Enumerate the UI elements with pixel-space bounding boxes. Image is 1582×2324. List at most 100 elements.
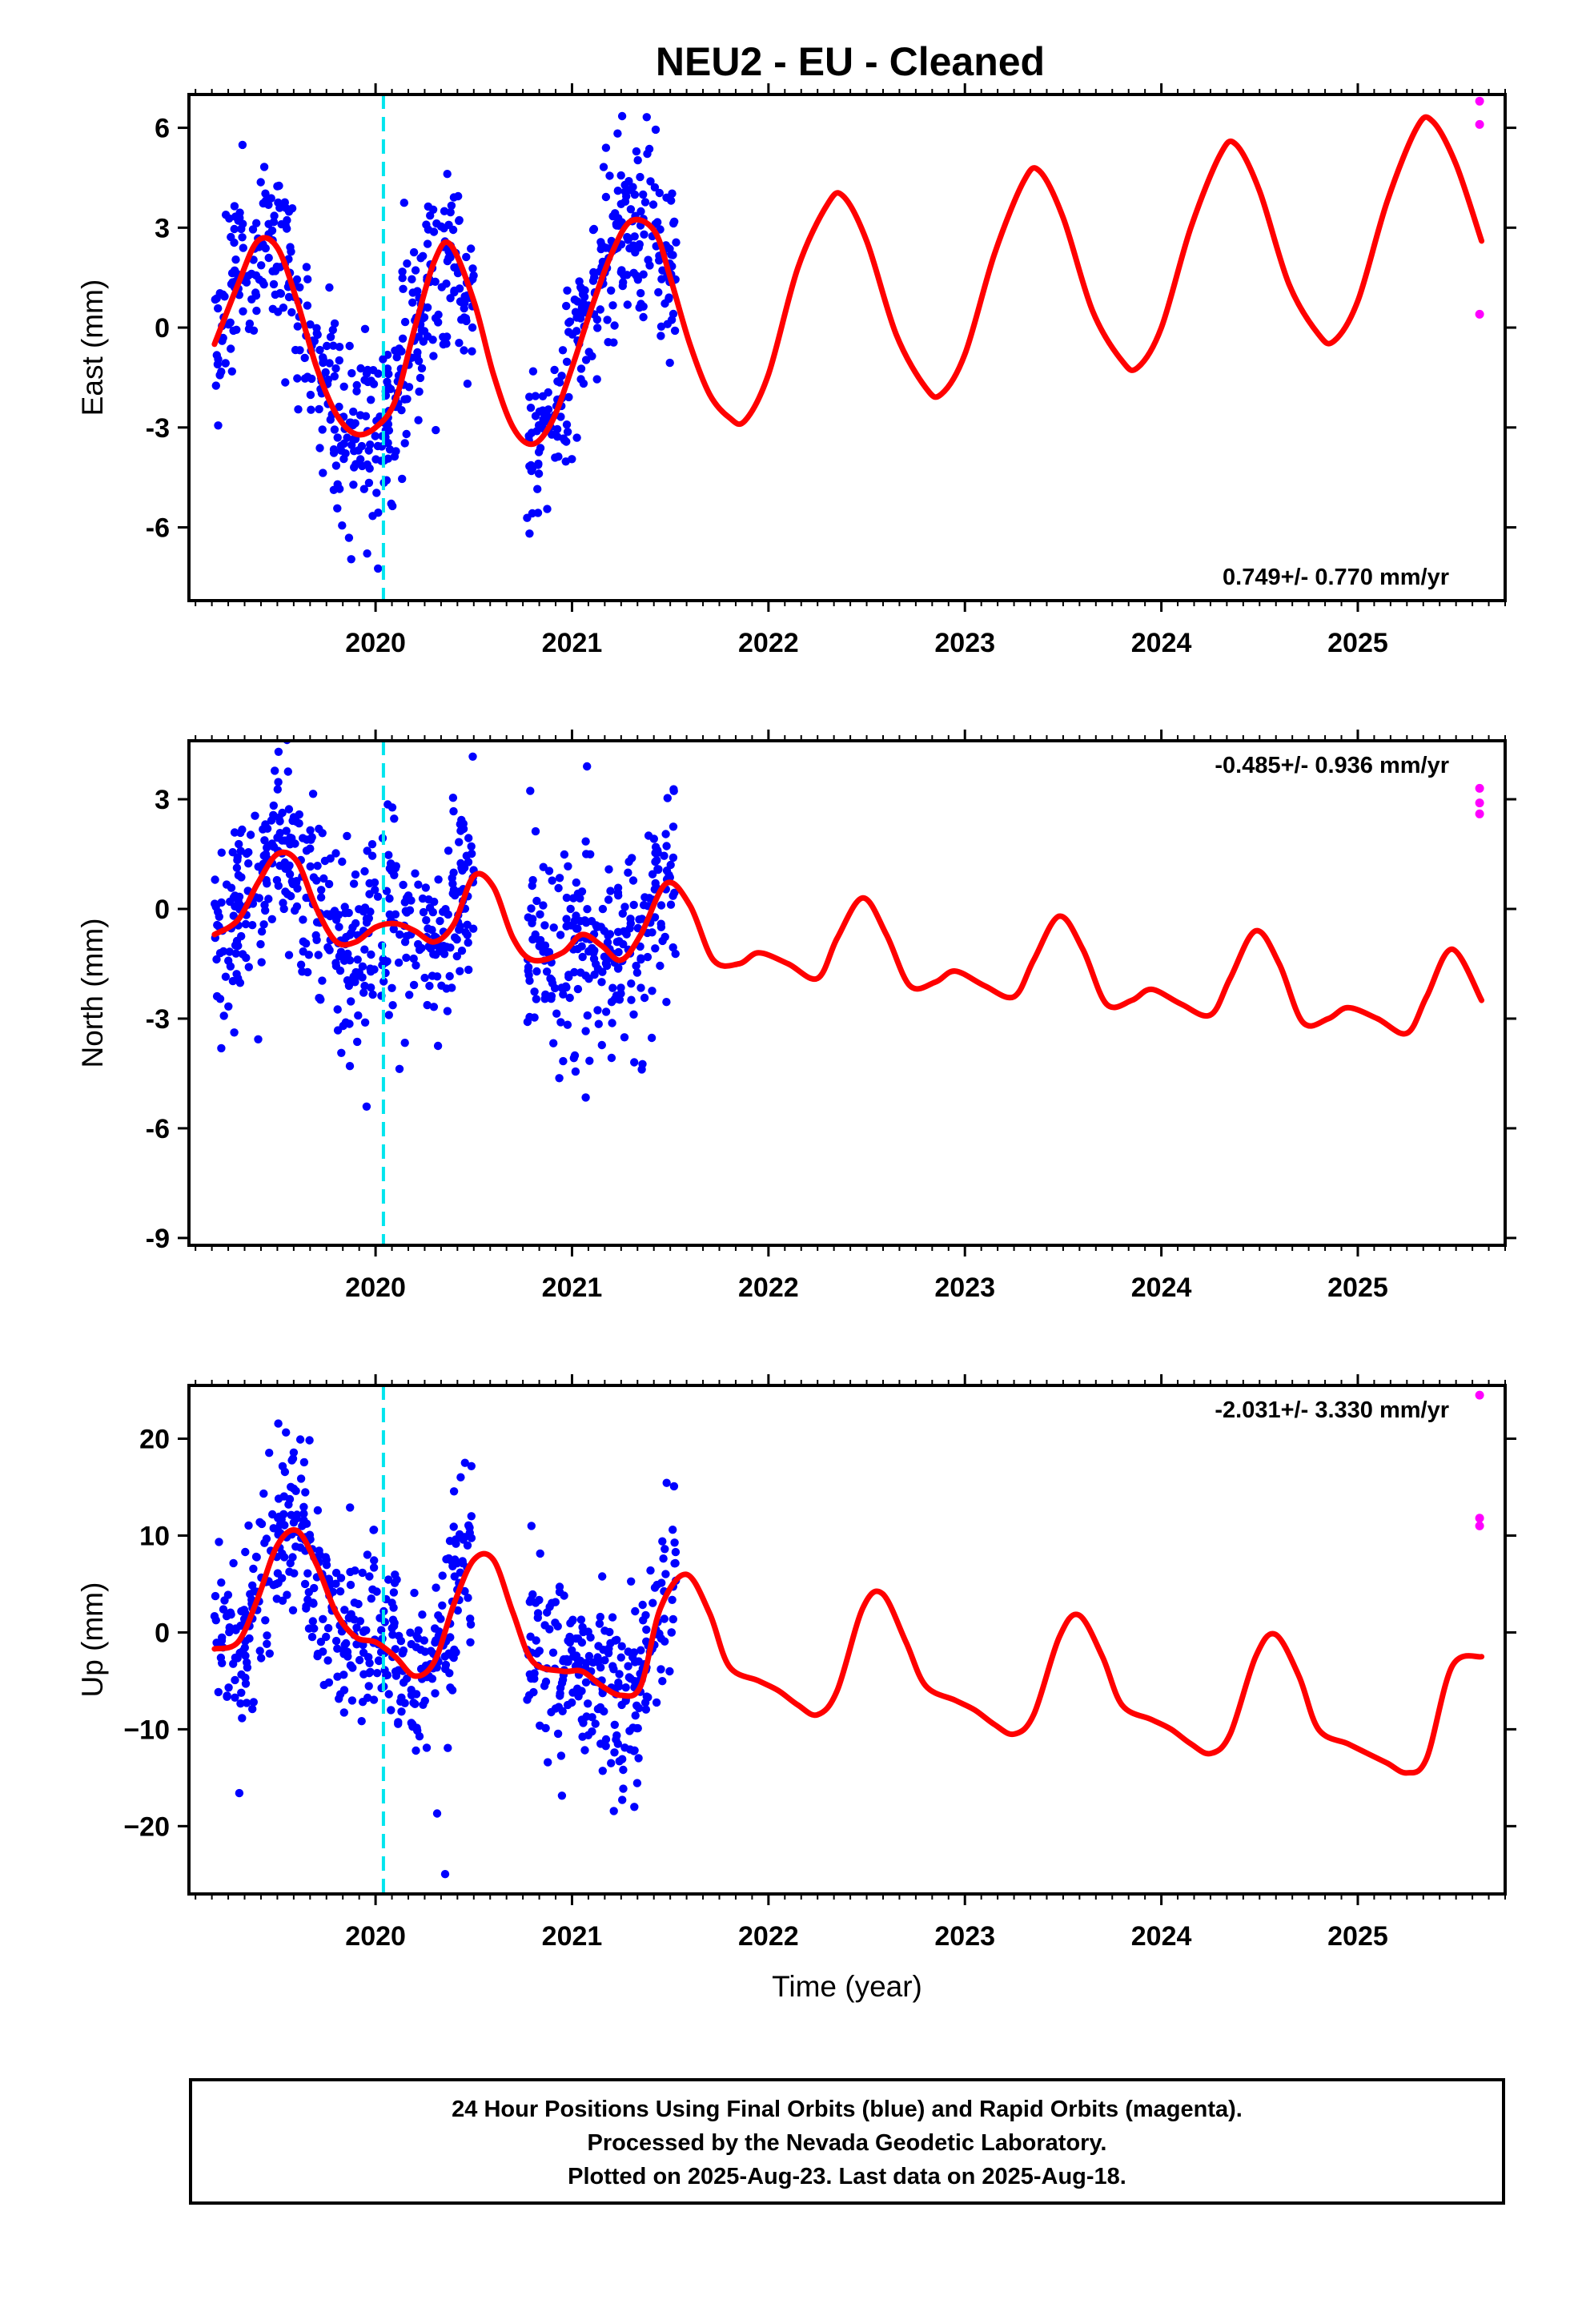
final-orbit-point [670, 326, 680, 336]
final-orbit-point [579, 1719, 588, 1727]
final-orbit-point [323, 341, 331, 351]
final-orbit-point [306, 862, 315, 871]
east-plot-area [211, 94, 1485, 601]
panel-up: 20 10 0 −10 −20 2020 2021 2022 2023 2024 2025 Up (m… [76, 1374, 1516, 2003]
final-orbit-point [568, 1646, 576, 1655]
final-orbit-point [399, 880, 408, 890]
final-orbit-point [528, 509, 537, 518]
final-orbit-point [398, 274, 407, 283]
final-orbit-point [335, 966, 345, 975]
final-orbit-point [265, 1649, 274, 1658]
final-orbit-point [345, 341, 354, 351]
final-orbit-point [306, 826, 315, 835]
final-orbit-point [580, 1746, 589, 1755]
final-orbit-point [349, 480, 358, 489]
final-orbit-point [230, 202, 239, 211]
final-orbit-point [251, 271, 261, 280]
final-orbit-point [446, 1683, 455, 1692]
final-orbit-point [333, 1644, 342, 1653]
final-orbit-point [354, 1599, 363, 1609]
final-orbit-point [642, 1637, 651, 1646]
final-orbit-point [244, 1521, 253, 1530]
final-orbit-point [215, 1538, 223, 1546]
final-orbit-point [279, 899, 287, 907]
final-orbit-point [446, 207, 455, 217]
final-orbit-point [319, 358, 328, 367]
final-orbit-point [630, 190, 640, 199]
final-orbit-point [625, 924, 634, 933]
final-orbit-point [306, 390, 315, 400]
final-orbit-point [577, 942, 586, 951]
north-plot-area [211, 741, 1485, 1245]
final-orbit-point [422, 220, 431, 229]
final-orbit-point [581, 837, 590, 846]
final-orbit-point [588, 1658, 597, 1667]
final-orbit-point [257, 261, 266, 270]
final-orbit-point [365, 1572, 374, 1581]
final-orbit-point [400, 199, 408, 207]
final-orbit-point [444, 1743, 452, 1752]
final-orbit-point [540, 921, 549, 930]
final-orbit-point [369, 1526, 379, 1534]
final-orbit-point [654, 287, 663, 297]
final-orbit-point [624, 1662, 632, 1671]
final-orbit-point [324, 1574, 333, 1583]
final-orbit-point [468, 752, 477, 761]
final-orbit-point [639, 312, 648, 322]
final-orbit-point [442, 340, 451, 348]
final-orbit-point [398, 334, 408, 343]
final-orbit-point [644, 1693, 652, 1702]
x-tick-label: 2023 [934, 1273, 995, 1303]
final-orbit-point [663, 320, 672, 328]
final-orbit-point [399, 1678, 408, 1687]
final-orbit-point [561, 457, 570, 466]
final-orbit-point [457, 947, 467, 955]
final-orbit-point [278, 836, 287, 845]
final-orbit-point [409, 247, 419, 257]
final-orbit-point [640, 993, 649, 1003]
final-orbit-point [304, 951, 313, 959]
final-orbit-point [259, 163, 269, 171]
final-orbit-point [531, 412, 540, 420]
final-orbit-point [211, 875, 219, 884]
final-orbit-point [292, 1510, 302, 1519]
y-tick-label: 10 [139, 1521, 170, 1551]
final-orbit-point [616, 1653, 625, 1662]
final-orbit-point [299, 1510, 308, 1518]
final-orbit-point [588, 225, 598, 235]
final-orbit-point [607, 1759, 616, 1767]
final-orbit-point [441, 1664, 450, 1674]
final-orbit-point [468, 849, 476, 858]
final-orbit-point [301, 1488, 310, 1497]
final-orbit-point [244, 963, 253, 971]
final-orbit-point [335, 402, 343, 412]
final-orbit-point [531, 392, 540, 400]
final-orbit-point [593, 964, 603, 973]
final-orbit-point [396, 1636, 406, 1646]
final-orbit-point [581, 1093, 590, 1102]
final-orbit-point [309, 873, 319, 882]
final-orbit-point [669, 1482, 679, 1491]
final-orbit-point [295, 346, 304, 355]
final-orbit-point [576, 1656, 585, 1665]
final-orbit-point [211, 1591, 220, 1601]
final-orbit-point [633, 1723, 642, 1733]
final-orbit-point [534, 459, 543, 468]
final-orbit-point [358, 1698, 367, 1707]
x-tick-label: 2022 [738, 628, 799, 658]
final-orbit-point [302, 263, 311, 271]
final-orbit-point [591, 1719, 600, 1728]
final-orbit-point [366, 440, 375, 449]
final-orbit-point [629, 1010, 638, 1019]
final-orbit-point [268, 1510, 277, 1519]
final-orbit-point [255, 1518, 264, 1527]
rapid-orbit-point [1475, 1514, 1484, 1523]
final-orbit-point [667, 196, 676, 205]
final-orbit-point [583, 762, 592, 771]
y-tick-label: -3 [146, 413, 170, 444]
final-orbit-point [367, 1594, 375, 1603]
final-orbit-point [299, 915, 307, 924]
final-orbit-point [614, 1682, 624, 1691]
final-orbit-point [289, 1518, 299, 1527]
y-tick-label: −20 [123, 1811, 170, 1842]
